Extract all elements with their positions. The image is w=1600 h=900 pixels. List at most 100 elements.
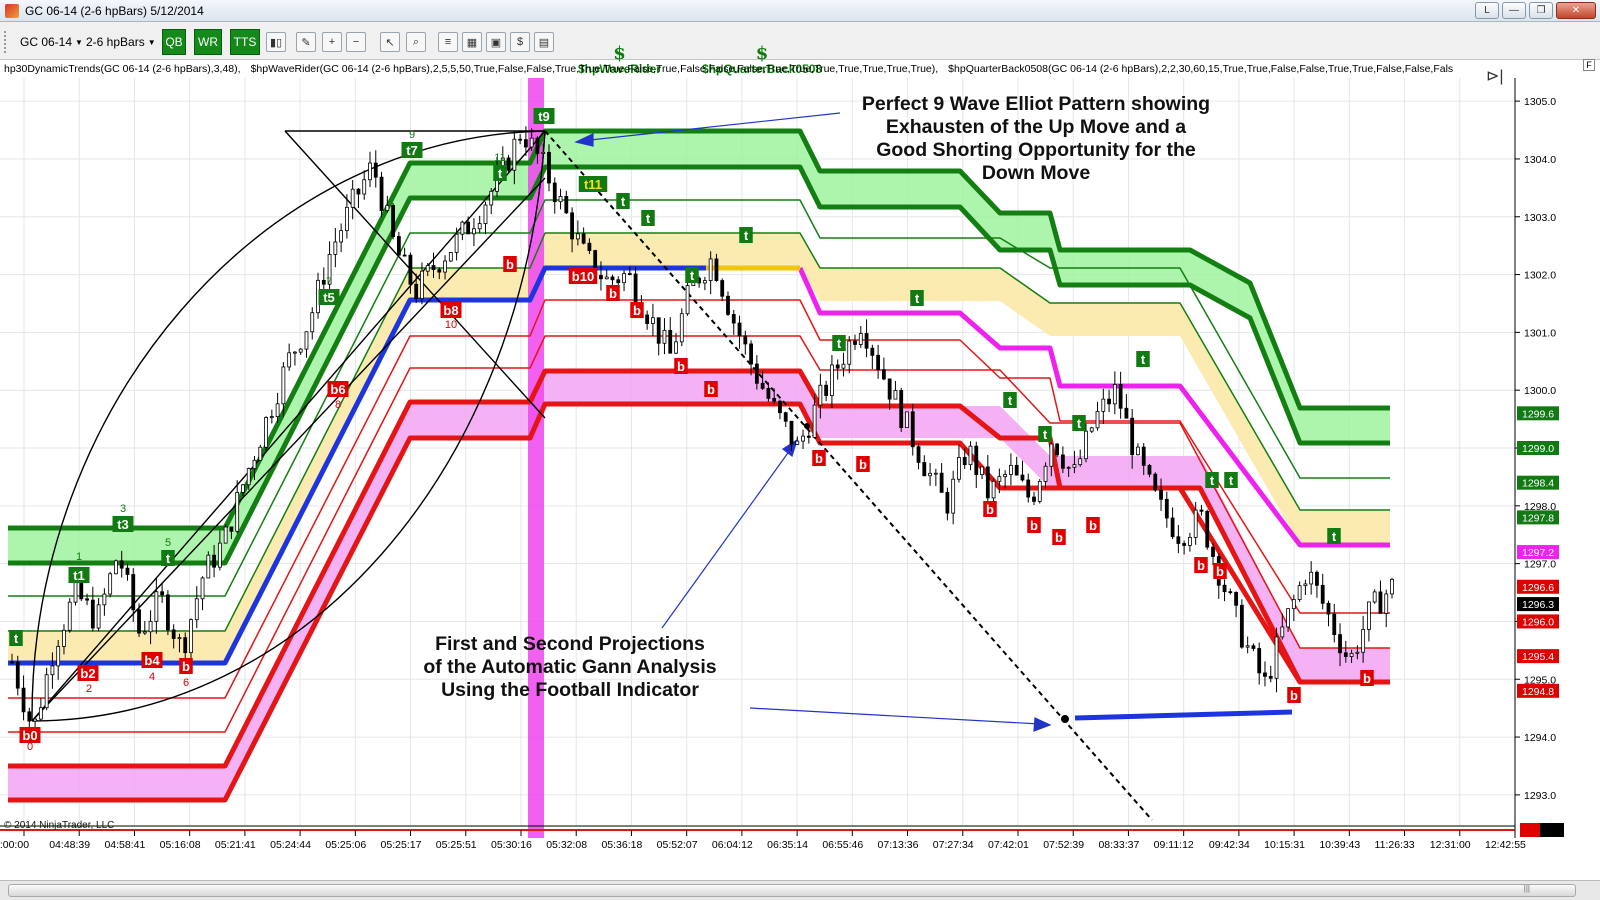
candle-down xyxy=(922,462,927,477)
candle-up xyxy=(448,252,453,262)
marker-label: t xyxy=(1210,473,1215,488)
marker-box xyxy=(1213,563,1227,579)
candle-down xyxy=(1176,536,1181,544)
instrument-selector[interactable]: GC 06-14 ▼ xyxy=(16,29,87,55)
price-tick-label: 1302.0 xyxy=(1524,270,1556,282)
candle-down xyxy=(743,335,748,345)
marker-label: b xyxy=(609,286,617,301)
dollar-icon: $ xyxy=(755,43,769,64)
qb-button[interactable]: QB xyxy=(162,29,186,55)
candle-down xyxy=(183,637,188,654)
play-forward-icon[interactable]: ⊳| xyxy=(1486,68,1504,85)
candle-up xyxy=(1037,480,1042,502)
zoom-out-icon[interactable]: − xyxy=(346,32,366,52)
candle-up xyxy=(287,352,292,368)
candle-up xyxy=(1361,629,1366,653)
candle-up xyxy=(1089,427,1094,432)
zoom-in-icon[interactable]: + xyxy=(322,32,342,52)
candle-down xyxy=(552,182,557,203)
chevron-down-icon: ▼ xyxy=(147,37,156,47)
candle-up xyxy=(708,258,713,281)
price-tag-label: 1297.2 xyxy=(1522,547,1554,559)
red-line-1 xyxy=(8,299,1390,699)
bar-type-selector[interactable]: 2-6 hpBars ▼ xyxy=(82,29,160,55)
candle-down xyxy=(656,317,661,344)
candle-down xyxy=(599,275,603,280)
marker-box xyxy=(704,381,718,397)
wave-number: 11 xyxy=(494,152,505,164)
dollar-account-icon[interactable]: $ xyxy=(510,32,530,52)
link-button[interactable]: L xyxy=(1475,2,1499,19)
price-tick-label: 1298.0 xyxy=(1524,501,1556,513)
candle-down xyxy=(373,162,378,178)
marker-label: b xyxy=(1030,518,1038,533)
candle-up xyxy=(905,411,909,429)
candle-up xyxy=(56,645,61,667)
candle-up xyxy=(1078,458,1083,466)
minimize-button[interactable]: — xyxy=(1502,2,1526,19)
quarterback-strategy-button[interactable]: $ $hpQuarterBack0508 xyxy=(702,43,822,77)
candle-up xyxy=(1101,398,1106,412)
candle-down xyxy=(749,343,753,365)
horizontal-scrollbar[interactable]: ||| xyxy=(0,880,1600,900)
candle-down xyxy=(1159,489,1163,500)
marker-box xyxy=(1360,670,1374,686)
candle-down xyxy=(1205,510,1210,548)
candle-up xyxy=(154,591,159,622)
candle-down xyxy=(864,333,869,349)
wave-number: 7 xyxy=(326,276,332,288)
wave-number: 5 xyxy=(165,537,171,549)
candle-down xyxy=(824,384,829,396)
magnifier-icon[interactable]: ⌕ xyxy=(406,32,426,52)
candle-down xyxy=(783,412,788,422)
marker-box xyxy=(739,227,753,243)
tts-button[interactable]: TTS xyxy=(230,29,260,55)
mid-band-yellow xyxy=(8,233,1390,665)
green-line-3 xyxy=(8,199,1390,597)
candle-up xyxy=(62,629,66,647)
price-tick-label: 1304.0 xyxy=(1524,154,1556,166)
candle-up xyxy=(951,478,956,514)
candle-down xyxy=(1107,398,1111,405)
cursor-pointer-icon[interactable]: ↖ xyxy=(380,32,400,52)
price-tick-label: 1294.0 xyxy=(1524,732,1556,744)
indicators-icon[interactable]: ≡ xyxy=(438,32,458,52)
candle-up xyxy=(477,223,482,230)
wr-button[interactable]: WR xyxy=(194,29,222,55)
collapse-panel-icon[interactable]: F xyxy=(1583,59,1595,71)
candle-down xyxy=(766,387,771,399)
toolbar-grip[interactable] xyxy=(4,29,8,55)
candle-up xyxy=(114,560,118,575)
marker-label: b10 xyxy=(572,269,594,284)
strategies-icon[interactable]: ▦ xyxy=(462,32,482,52)
candle-up xyxy=(702,280,707,284)
marker-box xyxy=(1224,472,1238,488)
time-tick-label: 04:58:41 xyxy=(104,839,145,851)
chart-image-icon[interactable]: ▣ xyxy=(486,32,506,52)
candle-down xyxy=(1222,584,1227,593)
marker-box xyxy=(1194,557,1208,573)
marker-label: b xyxy=(815,451,823,466)
candle-down xyxy=(645,314,650,324)
marker-box xyxy=(630,302,644,318)
candle-down xyxy=(1026,479,1031,498)
wave-rider-strategy-button[interactable]: $ $hpWaveRider xyxy=(578,45,661,77)
maximize-button[interactable]: ❐ xyxy=(1529,2,1553,19)
candle-down xyxy=(1263,672,1267,677)
time-tick-label: 06:35:14 xyxy=(767,839,808,851)
candle-up xyxy=(460,221,465,235)
scrollbar-thumb[interactable] xyxy=(8,884,1576,897)
draw-pencil-icon[interactable]: ✎ xyxy=(296,32,316,52)
marker-box xyxy=(1027,517,1041,533)
close-button[interactable]: ✕ xyxy=(1556,2,1596,19)
candle-down xyxy=(985,466,990,499)
marker-box xyxy=(606,285,620,301)
candle-up xyxy=(258,446,263,461)
candle-up xyxy=(662,329,667,344)
projection-blue-segment xyxy=(1074,709,1293,721)
candle-up xyxy=(189,619,193,654)
bar-chart-style-icon[interactable]: ▮▯ xyxy=(266,32,286,52)
candle-up xyxy=(1095,410,1100,429)
properties-icon[interactable]: ▤ xyxy=(534,32,554,52)
